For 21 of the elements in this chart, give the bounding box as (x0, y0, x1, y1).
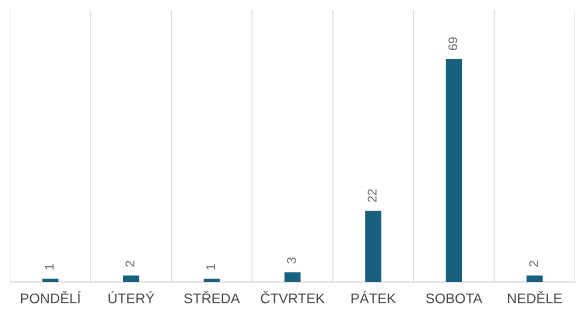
x-tick-label: NEDĚLE (508, 291, 562, 304)
x-tick-label: ÚTERÝ (108, 291, 154, 304)
x-tick-label: PÁTEK (352, 291, 396, 304)
bar (446, 59, 462, 282)
data-label: 3 (287, 258, 296, 264)
data-label: 22 (368, 189, 376, 202)
data-label: 69 (448, 37, 458, 50)
bar (365, 210, 382, 282)
x-tick-label: STŘEDA (184, 291, 240, 304)
bar (204, 278, 220, 282)
bar (526, 276, 543, 282)
data-label: 1 (44, 264, 54, 270)
data-label: 2 (126, 260, 134, 267)
data-label: 2 (529, 260, 538, 267)
bar (123, 276, 140, 282)
bar (42, 278, 58, 282)
x-tick-label: PONDĚLÍ (21, 291, 81, 304)
x-tick-label: SOBOTA (426, 293, 482, 304)
data-label: 1 (206, 264, 216, 270)
bar (284, 272, 301, 282)
x-tick-label: ČTVRTEK (260, 291, 325, 304)
